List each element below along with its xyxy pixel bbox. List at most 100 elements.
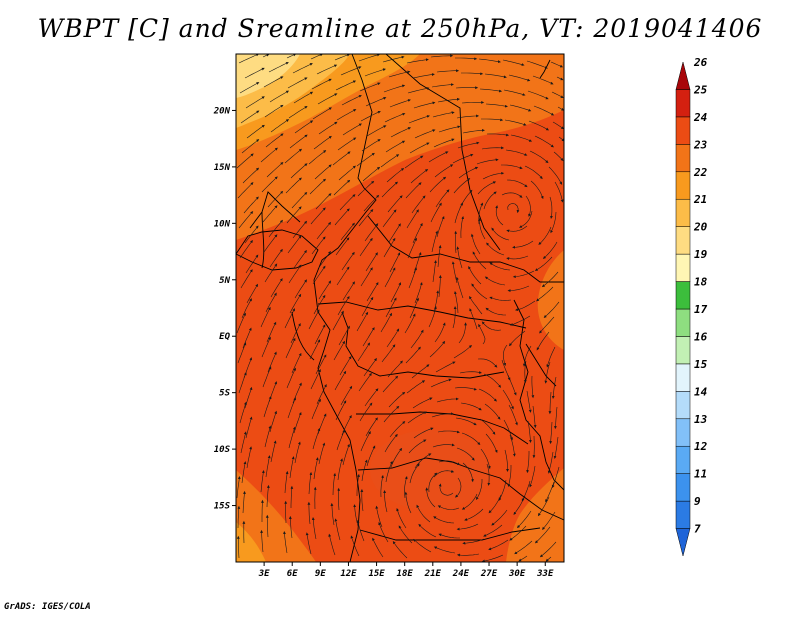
colorbar-label: 13 [694, 413, 708, 426]
streamline [484, 276, 506, 286]
streamline [480, 448, 491, 470]
colorbar-swatch [675, 171, 691, 200]
streamline [502, 59, 525, 66]
streamline [289, 293, 302, 314]
colorbar-label: 16 [694, 330, 708, 343]
streamline [458, 166, 479, 179]
streamline [539, 541, 557, 558]
streamline [237, 342, 247, 364]
streamline [506, 179, 528, 188]
streamline [503, 419, 513, 441]
streamline [461, 101, 485, 104]
streamline [292, 220, 308, 239]
streamline [434, 322, 446, 343]
colorbar-swatch [675, 363, 691, 392]
streamline [356, 311, 369, 332]
lon-tick-label: 33E [536, 569, 554, 579]
colorbar-label: 14 [694, 385, 708, 398]
streamline [409, 463, 420, 484]
streamline [334, 54, 351, 61]
streamline [385, 140, 406, 153]
streamline [484, 403, 501, 420]
streamline [334, 208, 350, 226]
streamline [556, 76, 564, 81]
streamline [453, 345, 473, 359]
streamlines [236, 54, 564, 562]
streamline [406, 209, 419, 229]
streamline [361, 296, 374, 317]
streamline [431, 230, 439, 253]
streamline [270, 440, 277, 463]
streamline [312, 107, 332, 120]
streamline [339, 355, 352, 376]
colorbar-label: 25 [693, 83, 708, 96]
streamline [341, 251, 355, 271]
streamline [461, 432, 481, 446]
streamline [332, 310, 344, 331]
streamline [242, 490, 246, 514]
streamline [432, 111, 455, 118]
streamline [307, 501, 311, 525]
streamline [430, 202, 442, 223]
streamline [452, 153, 474, 164]
colorbar-swatch [675, 226, 691, 255]
streamline [268, 62, 289, 73]
streamline [333, 340, 345, 361]
colorbar-label: 7 [694, 523, 701, 536]
streamline [428, 306, 437, 328]
colorbar-swatch [675, 281, 691, 310]
streamline [336, 109, 357, 121]
lon-tick-label: 18E [397, 569, 414, 579]
streamline [478, 217, 486, 240]
wbpt-20-band [236, 54, 300, 98]
map-frame [235, 53, 565, 563]
streamline [341, 95, 362, 106]
streamline [263, 395, 272, 418]
streamline [416, 504, 431, 523]
plot-area [235, 53, 565, 563]
streamline [526, 60, 548, 69]
streamline [385, 297, 397, 318]
lon-tick-label: 30E [508, 569, 526, 579]
streamline [469, 295, 483, 315]
streamline [398, 525, 413, 544]
streamline [414, 129, 436, 139]
streamline [335, 80, 357, 91]
streamline [361, 459, 368, 482]
streamline [558, 136, 564, 142]
streamline [313, 486, 317, 510]
streamline [314, 164, 332, 180]
streamline [477, 358, 498, 368]
streamline [339, 194, 356, 211]
streamline [359, 402, 373, 422]
streamline [485, 103, 508, 108]
colorbar-label: 18 [694, 276, 708, 289]
streamline [456, 447, 475, 461]
streamline [503, 89, 526, 96]
streamline [522, 345, 532, 367]
streamline [509, 104, 532, 112]
streamline [549, 421, 553, 445]
streamline [476, 479, 483, 501]
streamline [386, 328, 400, 348]
streamline [491, 509, 508, 526]
streamline [413, 427, 434, 439]
streamline [390, 127, 412, 138]
streamline [479, 88, 503, 93]
colorbar-swatch [675, 89, 691, 118]
streamline [489, 296, 512, 301]
streamline [384, 267, 396, 288]
colorbar-swatch [675, 61, 691, 90]
streamline [264, 425, 272, 448]
lat-tick-label: 10S [214, 445, 231, 455]
colorbar-swatch [675, 445, 691, 474]
streamline [481, 118, 504, 122]
streamline [239, 239, 253, 259]
lat-tick-label: 5S [219, 389, 230, 399]
streamline [557, 106, 564, 111]
streamline [330, 502, 335, 526]
streamline [514, 540, 533, 555]
streamline [390, 282, 402, 303]
streamline [431, 412, 454, 418]
